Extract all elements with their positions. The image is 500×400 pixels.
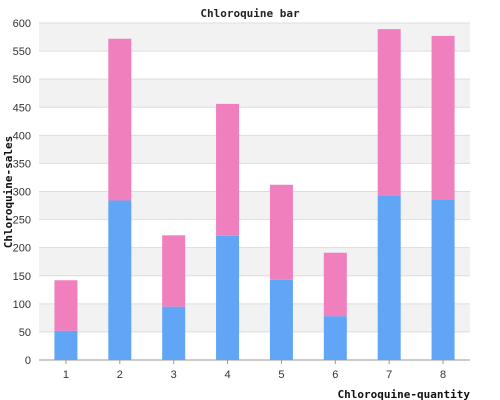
x-tick-label: 6 [332,369,338,381]
x-tick-label: 8 [440,369,446,381]
x-tick-label: 1 [63,369,69,381]
x-tick-label: 2 [117,369,123,381]
y-tick-label: 550 [13,46,31,58]
x-axis-label: Chloroquine-quantity [338,388,471,400]
bar-segment-lower-2 [108,200,132,360]
y-tick-label: 350 [13,158,31,170]
grid-band [39,275,470,304]
grid-band [39,163,470,192]
grid-band [39,23,470,52]
grid-band [39,135,470,164]
bar-segment-upper-4 [216,103,240,236]
grid-band [39,303,470,332]
bar-segment-lower-6 [323,316,347,360]
grid-band [39,247,470,276]
bar-segment-lower-3 [162,306,186,360]
bar-segment-lower-4 [216,235,240,360]
x-tick-label: 3 [171,369,177,381]
bar-segment-lower-7 [377,195,401,360]
y-tick-label: 200 [13,243,31,255]
bars [54,29,455,360]
grid-band [39,219,470,248]
y-tick-label: 50 [19,327,31,339]
grid-band [39,79,470,108]
bar-segment-lower-5 [269,279,293,360]
grid-band [39,331,470,360]
bar-segment-lower-1 [54,330,78,360]
y-axis-label: Chloroquine-sales [2,136,15,249]
grid-band [39,51,470,80]
bar-segment-upper-3 [162,235,186,307]
bar-segment-upper-8 [431,35,455,200]
grid-band [39,107,470,136]
x-tick-label: 4 [225,369,231,381]
bar-segment-upper-1 [54,280,78,331]
y-axis-ticks: 0 50 100 150 200 250 300 350 400 450 500 550 600 [13,18,31,367]
x-tick-label: 5 [278,369,284,381]
y-tick-label: 400 [13,130,31,142]
y-tick-label: 150 [13,271,31,283]
bar-segment-upper-7 [377,29,401,196]
y-tick-label: 450 [13,102,31,114]
y-tick-label: 600 [13,18,31,30]
bar-segment-lower-8 [431,199,455,360]
y-tick-label: 0 [25,355,31,367]
y-tick-label: 250 [13,215,31,227]
bar-segment-upper-2 [108,38,132,201]
grid-band [39,191,470,220]
bar-segment-upper-6 [323,252,347,317]
x-tick-label: 7 [386,369,392,381]
chart-title: Chloroquine bar [200,7,300,20]
bar-segment-upper-5 [269,184,293,280]
y-tick-label: 300 [13,187,31,199]
y-tick-label: 100 [13,299,31,311]
y-tick-label: 500 [13,74,31,86]
x-axis-ticks: 1 2 3 4 5 6 7 8 [63,360,446,381]
